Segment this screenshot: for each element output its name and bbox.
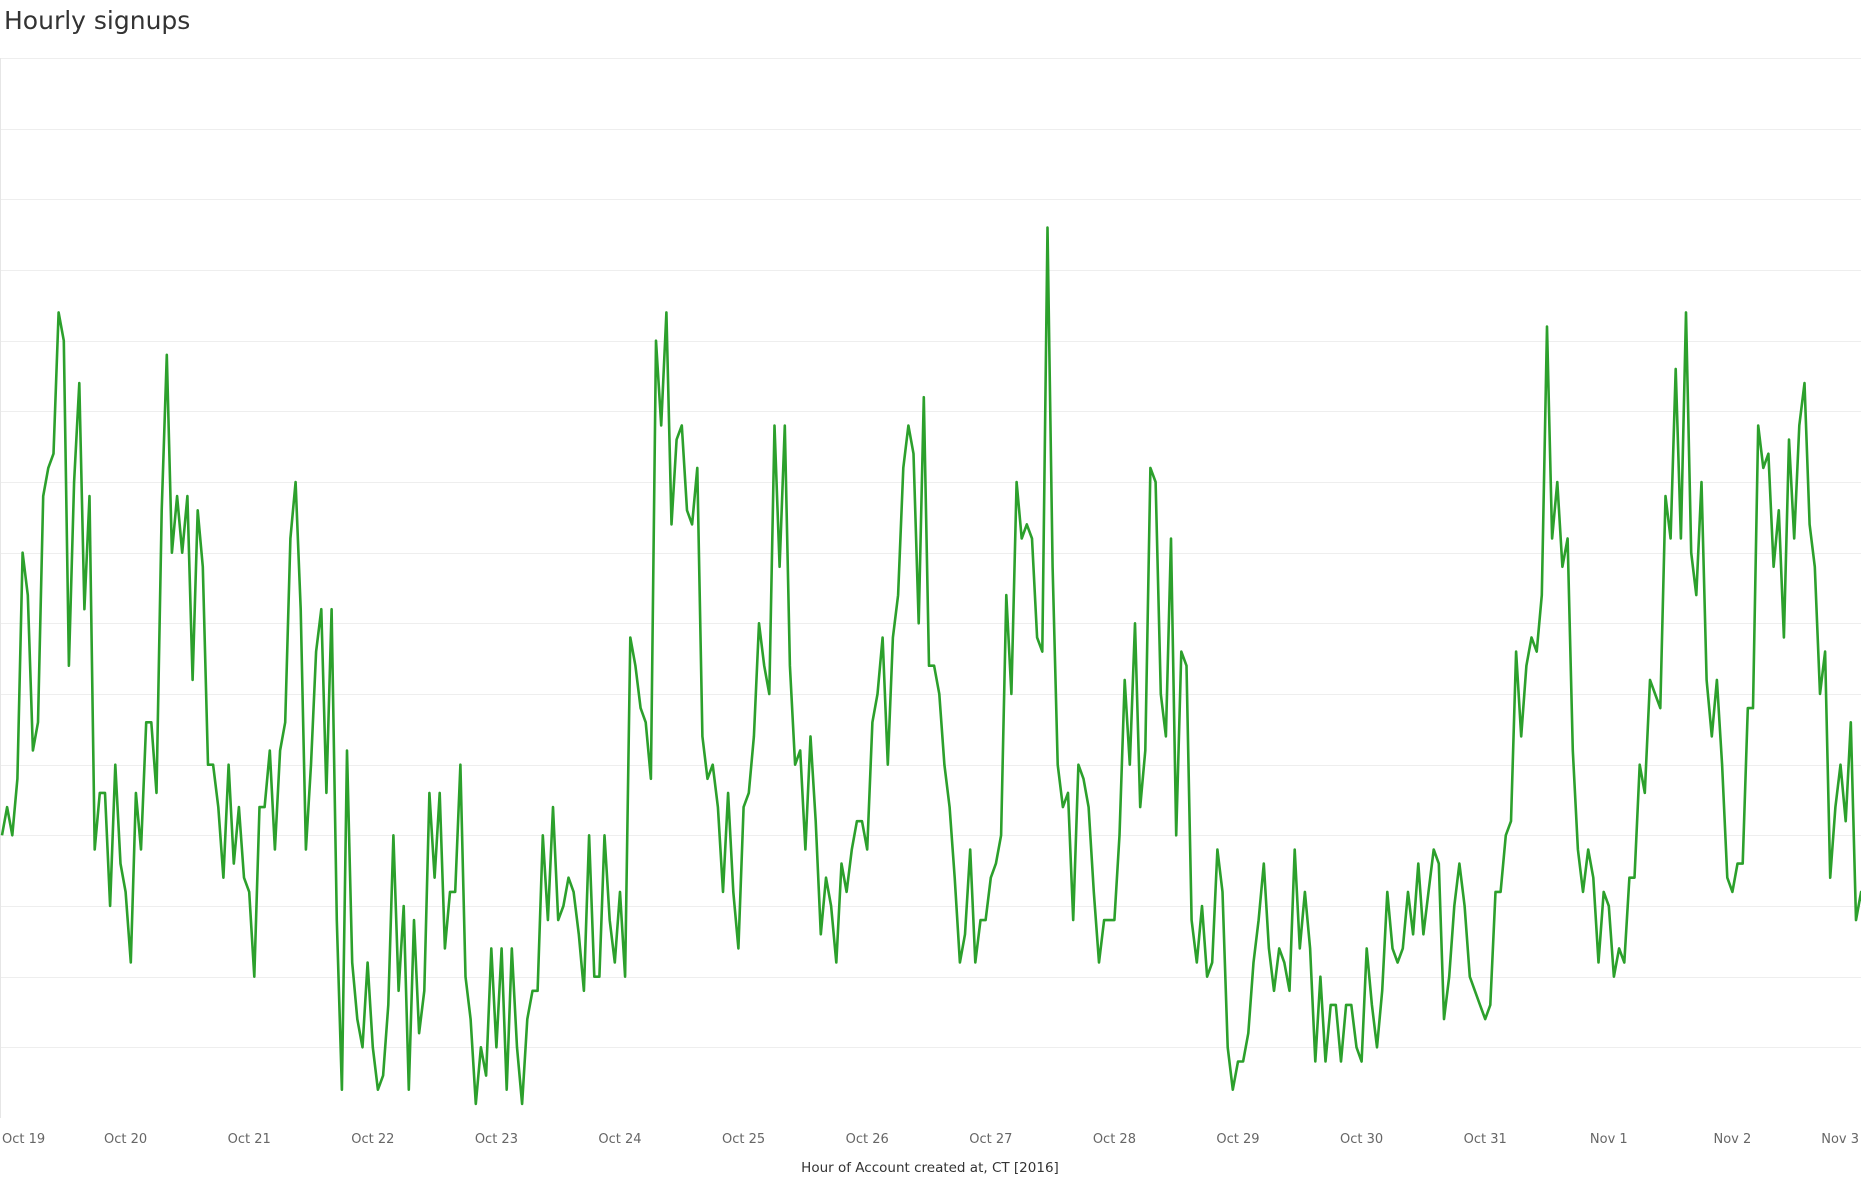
x-tick-label: Oct 28 <box>1093 1132 1136 1147</box>
series-layer <box>0 226 1861 1106</box>
x-tick-label: Oct 30 <box>1340 1132 1383 1147</box>
x-axis-title: Hour of Account created at, CT [2016] <box>801 1160 1059 1176</box>
chart-title: Hourly signups <box>4 6 191 35</box>
x-tick-label: Oct 29 <box>1216 1132 1259 1147</box>
x-tick-label: Oct 26 <box>846 1132 889 1147</box>
series-line <box>0 226 1861 1106</box>
x-tick-label: Oct 21 <box>228 1132 271 1147</box>
x-tick-label: Oct 25 <box>722 1132 765 1147</box>
x-tick-label: Oct 19 <box>2 1132 45 1147</box>
x-axis-ticks: Oct 19 Oct 20 Oct 21 Oct 22 Oct 23 Oct 24 Oct … <box>2 1132 1859 1147</box>
gridlines <box>0 58 1861 1048</box>
x-tick-label: Oct 23 <box>475 1132 518 1147</box>
x-tick-label: Nov 1 <box>1590 1132 1628 1147</box>
x-tick-label: Oct 20 <box>104 1132 147 1147</box>
x-tick-label: Oct 27 <box>969 1132 1012 1147</box>
x-tick-label: Nov 3 <box>1821 1132 1859 1147</box>
x-tick-label: Oct 31 <box>1464 1132 1507 1147</box>
x-tick-label: Oct 22 <box>351 1132 394 1147</box>
x-tick-label: Oct 24 <box>598 1132 641 1147</box>
x-tick-label: Nov 2 <box>1714 1132 1752 1147</box>
